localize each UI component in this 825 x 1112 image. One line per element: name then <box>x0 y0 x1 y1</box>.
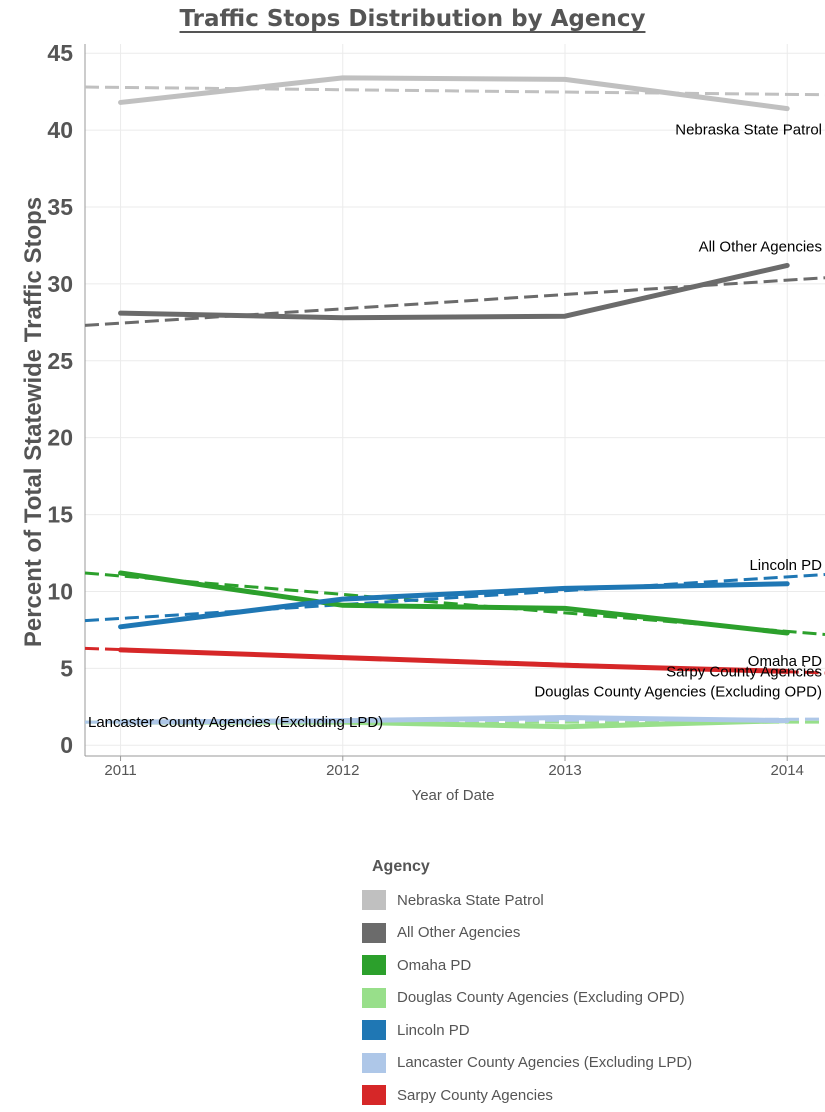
series-lines <box>118 75 790 730</box>
legend-label: Lancaster County Agencies (Excluding LPD… <box>397 1054 693 1072</box>
series-line-lincoln-pd <box>118 581 790 630</box>
y-tick-label: 25 <box>47 348 73 374</box>
legend-swatch <box>362 1020 386 1041</box>
series-end-label: All Other Agencies <box>699 238 822 255</box>
legend-label: Nebraska State Patrol <box>397 891 544 909</box>
series-end-label: Lincoln PD <box>749 557 822 574</box>
series-line-omaha-pd <box>118 570 790 636</box>
y-tick-label: 10 <box>47 578 73 604</box>
series-line-nebraska-state-patrol <box>118 75 790 112</box>
y-tick-label: 45 <box>47 40 73 66</box>
legend-swatch <box>362 1052 386 1073</box>
legend-swatch <box>362 955 386 976</box>
legend: Agency Nebraska State Patrol All Other Ag… <box>362 858 692 1112</box>
grid <box>85 44 825 756</box>
x-tick-label: 2011 <box>104 762 136 779</box>
y-tick-label: 5 <box>60 655 73 681</box>
series-end-label: Lancaster County Agencies (Excluding LPD… <box>88 714 383 731</box>
series-end-label: Omaha PD <box>748 653 822 670</box>
y-tick-label: 20 <box>47 425 73 451</box>
y-tick-label: 0 <box>60 732 73 758</box>
line-chart: 0 5 10 15 20 25 30 35 40 45 2011 2012 2013 2014 Nebra… <box>47 40 825 779</box>
series-end-label: Douglas County Agencies (Excluding OPD) <box>534 684 822 701</box>
legend-items: Nebraska State Patrol All Other Agencies O… <box>362 884 692 1112</box>
legend-label: All Other Agencies <box>397 924 521 942</box>
legend-label: Sarpy County Agencies <box>397 1086 553 1104</box>
legend-swatch <box>362 922 386 943</box>
legend-swatch <box>362 987 386 1008</box>
y-tick-label: 40 <box>47 117 73 143</box>
series-labels: Nebraska State Patrol All Other Agencies O… <box>88 122 822 732</box>
series-end-label: Sarpy County Agencies <box>666 663 822 680</box>
axes: 0 5 10 15 20 25 30 35 40 45 2011 2012 2013 2014 <box>47 40 825 779</box>
x-tick-label: 2013 <box>548 762 581 779</box>
trend-line-nebraska-state-patrol <box>84 85 825 97</box>
chart-title-text: Traffic Stops Distribution by Agency <box>179 6 646 32</box>
y-tick-label: 35 <box>47 194 73 220</box>
legend-item: Omaha PD <box>362 949 692 982</box>
legend-swatch <box>362 890 386 911</box>
legend-title: Agency <box>372 858 430 875</box>
series-end-label: Nebraska State Patrol <box>675 122 822 139</box>
trend-line-all-other-agencies <box>84 276 825 327</box>
legend-label: Douglas County Agencies (Excluding OPD) <box>397 989 685 1007</box>
chart-title: Traffic Stops Distribution by Agency <box>0 6 825 32</box>
x-axis-label: Year of Date <box>411 787 495 804</box>
legend-item: Nebraska State Patrol <box>362 884 692 917</box>
legend-item: All Other Agencies <box>362 917 692 950</box>
trend-line-lincoln-pd <box>84 573 825 623</box>
legend-swatch <box>362 1085 386 1106</box>
y-tick-label: 15 <box>47 502 73 528</box>
legend-item: Douglas County Agencies (Excluding OPD) <box>362 982 692 1015</box>
series-line-all-other-agencies <box>118 262 790 321</box>
x-tick-label: 2014 <box>771 762 804 779</box>
legend-label: Lincoln PD <box>397 1021 470 1039</box>
series-line-lancaster-county-agencies-excluding-lpd <box>118 715 790 725</box>
legend-item: Sarpy County Agencies <box>362 1079 692 1112</box>
x-tick-label: 2012 <box>326 762 359 779</box>
legend-item: Lancaster County Agencies (Excluding LPD… <box>362 1047 692 1080</box>
y-tick-label: 30 <box>47 271 73 297</box>
series-line-sarpy-county-agencies <box>118 647 790 674</box>
legend-item: Lincoln PD <box>362 1014 692 1047</box>
legend-label: Omaha PD <box>397 956 472 974</box>
